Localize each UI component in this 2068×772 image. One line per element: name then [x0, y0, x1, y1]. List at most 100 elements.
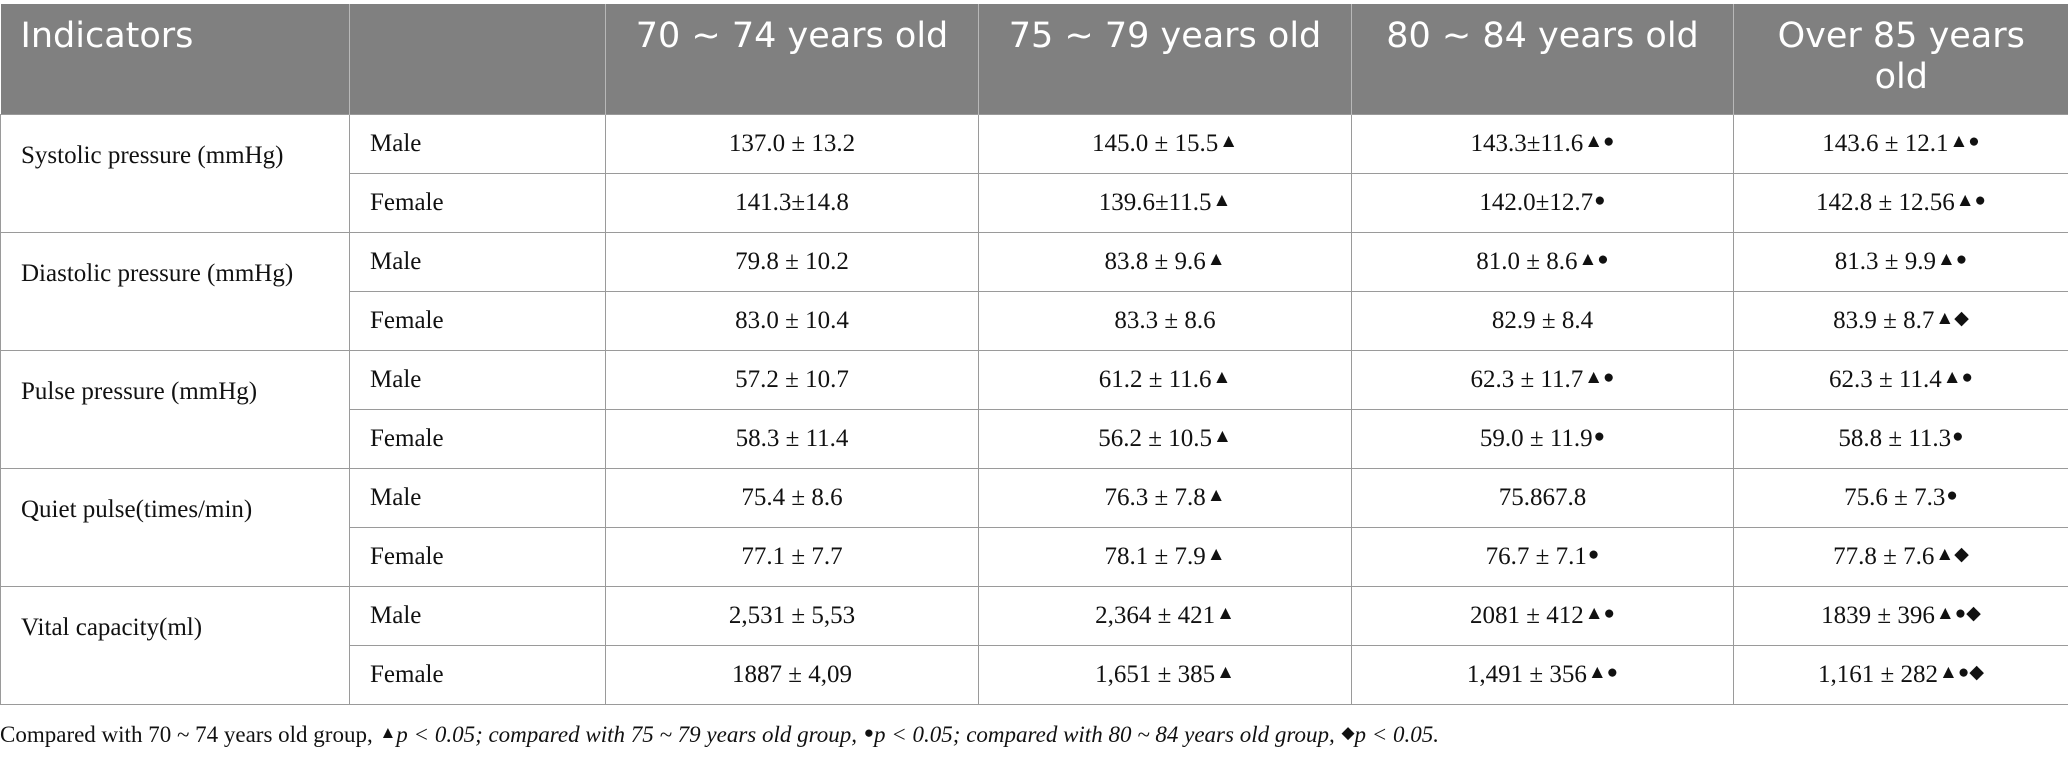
value-cell: 2,531 ± 5,53	[605, 585, 979, 646]
value-text: 142.8 ± 12.56	[1815, 188, 1955, 216]
value-cell: 83.0 ± 10.4	[605, 290, 979, 351]
value-text: 78.1 ± 7.9	[1104, 542, 1206, 570]
value-text: 62.3 ± 11.7	[1470, 365, 1584, 393]
table-header-row: Indicators 70 ~ 74 years old 75 ~ 79 yea…	[0, 4, 2068, 114]
value-text: 83.0 ± 10.4	[735, 306, 849, 334]
significance-marker-icon: ●	[1594, 189, 1606, 211]
value-cell: 2,364 ± 421▲	[978, 585, 1352, 646]
sex-label: Female	[349, 408, 606, 469]
value-cell: 1,491 ± 356▲●	[1351, 644, 1734, 705]
value-cell: 76.7 ± 7.1●	[1351, 526, 1734, 587]
significance-marker-icon: ▲●◆	[1939, 661, 1984, 683]
significance-marker-icon: ●	[1587, 543, 1600, 565]
value-cell: 75.6 ± 7.3●	[1733, 467, 2068, 528]
value-text: 75.6 ± 7.3	[1844, 483, 1946, 511]
value-cell: 82.9 ± 8.4	[1351, 290, 1734, 351]
value-text: 141.3±14.8	[735, 188, 849, 216]
header-over-85: Over 85 years old	[1733, 4, 2068, 114]
indicator-label: Quiet pulse(times/min)	[0, 467, 350, 587]
value-cell: 75.867.8	[1351, 467, 1734, 528]
sex-label: Male	[349, 585, 606, 646]
value-text: 82.9 ± 8.4	[1491, 306, 1594, 334]
value-cell: 1887 ± 4,09	[605, 644, 979, 705]
value-cell: 62.3 ± 11.4▲●	[1733, 349, 2068, 410]
indicators-table: Indicators 70 ~ 74 years old 75 ~ 79 yea…	[0, 4, 2068, 705]
sex-label: Male	[349, 349, 606, 410]
value-text: 57.2 ± 10.7	[735, 365, 849, 393]
value-cell: 1839 ± 396▲●◆	[1733, 585, 2068, 646]
value-text: 83.3 ± 8.6	[1114, 306, 1216, 334]
table-row: Diastolic pressure (mmHg) Male 79.8 ± 10.2…	[0, 231, 2068, 351]
significance-marker-icon: ▲●	[1942, 366, 1974, 388]
value-cell: 76.3 ± 7.8▲	[978, 467, 1352, 528]
table-row: Female 141.3±14.8 139.6±11.5▲ 142.0±12.7● 14…	[1, 172, 2068, 233]
value-cell: 56.2 ± 10.5▲	[978, 408, 1352, 469]
table-footnote: Compared with 70 ~ 74 years old group, ▲…	[0, 722, 1439, 748]
significance-marker-icon: ●	[1946, 484, 1958, 506]
value-text: 75.4 ± 8.6	[741, 483, 843, 511]
significance-marker-icon: ▲●	[1955, 189, 1986, 211]
value-text: 137.0 ± 13.2	[728, 129, 856, 157]
table-row: Systolic pressure (mmHg) Male 137.0 ± 13.2…	[0, 113, 2068, 233]
value-text: 77.8 ± 7.6	[1833, 542, 1935, 570]
value-cell: 58.3 ± 11.4	[605, 408, 979, 469]
value-text: 77.1 ± 7.7	[741, 542, 843, 570]
value-text: 81.0 ± 8.6	[1476, 247, 1578, 275]
significance-marker-icon: ▲	[1206, 543, 1226, 565]
significance-marker-icon: ▲●	[1584, 130, 1615, 152]
significance-marker-icon: ▲	[1212, 366, 1232, 388]
value-text: 79.8 ± 10.2	[735, 247, 849, 275]
significance-marker-icon: ▲◆	[1935, 307, 1969, 329]
value-cell: 143.3±11.6▲●	[1351, 113, 1734, 174]
value-text: 143.6 ± 12.1	[1822, 129, 1949, 157]
significance-marker-icon: ▲	[1212, 425, 1232, 447]
value-cell: 137.0 ± 13.2	[605, 113, 979, 174]
value-text: 75.867.8	[1498, 483, 1587, 511]
value-text: 1,491 ± 356	[1466, 660, 1587, 688]
value-cell: 142.8 ± 12.56▲●	[1733, 172, 2068, 233]
triangle-marker-icon: ▲	[379, 723, 397, 742]
table-row: Female 77.1 ± 7.7 78.1 ± 7.9▲ 76.7 ± 7.1● 77…	[1, 526, 2068, 587]
indicator-label: Pulse pressure (mmHg)	[0, 349, 350, 469]
value-text: 2,531 ± 5,53	[728, 601, 856, 629]
table-row: Quiet pulse(times/min) Male 75.4 ± 8.6 76.3…	[0, 467, 2068, 587]
header-sex	[349, 4, 606, 114]
value-text: 2,364 ± 421	[1095, 601, 1216, 629]
significance-marker-icon: ▲◆	[1935, 543, 1969, 565]
value-text: 76.7 ± 7.1	[1485, 542, 1587, 570]
indicator-label: Vital capacity(ml)	[0, 585, 350, 705]
value-cell: 141.3±14.8	[605, 172, 979, 233]
data-table-container: Indicators 70 ~ 74 years old 75 ~ 79 yea…	[0, 4, 2068, 705]
value-text: 59.0 ± 11.9	[1479, 424, 1593, 452]
significance-marker-icon: ▲●◆	[1935, 602, 1981, 624]
circle-marker-icon: ●	[863, 723, 875, 742]
value-cell: 59.0 ± 11.9●	[1351, 408, 1734, 469]
value-text: 58.3 ± 11.4	[735, 424, 849, 452]
value-cell: 58.8 ± 11.3●	[1733, 408, 2068, 469]
indicator-label: Diastolic pressure (mmHg)	[0, 231, 350, 351]
significance-marker-icon: ▲	[1216, 661, 1235, 683]
value-text: 1839 ± 396	[1821, 601, 1935, 629]
significance-marker-icon: ▲●	[1584, 366, 1615, 388]
value-cell: 57.2 ± 10.7	[605, 349, 979, 410]
table-row: Female 1887 ± 4,09 1,651 ± 385▲ 1,491 ± 356…	[1, 644, 2068, 705]
value-cell: 77.1 ± 7.7	[605, 526, 979, 587]
table-row: Female 83.0 ± 10.4 83.3 ± 8.6 82.9 ± 8.4 83.…	[1, 290, 2068, 351]
footnote-text: p < 0.05; compared with 80 ~ 84 years ol…	[874, 722, 1341, 747]
value-text: 1,161 ± 282	[1818, 660, 1939, 688]
value-cell: 143.6 ± 12.1▲●	[1733, 113, 2068, 174]
header-80-84: 80 ~ 84 years old	[1351, 4, 1734, 114]
significance-marker-icon: ●	[1593, 425, 1606, 447]
sex-label: Male	[349, 467, 606, 528]
footnote-text: p < 0.05.	[1354, 722, 1440, 747]
header-indicators: Indicators	[0, 4, 350, 114]
value-cell: 83.3 ± 8.6	[978, 290, 1352, 351]
value-text: 81.3 ± 9.9	[1834, 247, 1936, 275]
value-cell: 1,161 ± 282▲●◆	[1733, 644, 2068, 705]
value-cell: 1,651 ± 385▲	[978, 644, 1352, 705]
value-text: 61.2 ± 11.6	[1098, 365, 1212, 393]
significance-marker-icon: ●	[1952, 425, 1964, 447]
significance-marker-icon: ▲	[1216, 602, 1235, 624]
value-cell: 81.0 ± 8.6▲●	[1351, 231, 1734, 292]
value-text: 1887 ± 4,09	[732, 660, 852, 688]
